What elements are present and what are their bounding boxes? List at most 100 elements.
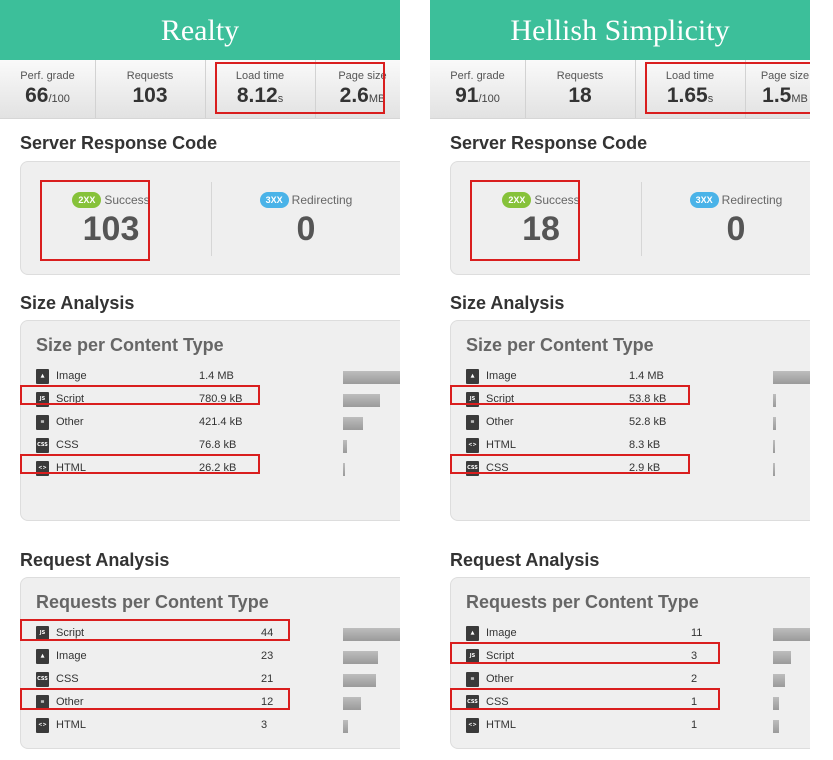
requests-row-html: <> HTML 1 [451,715,810,737]
highlight-box [20,385,260,405]
stats-bar: Perf. grade 91/100 Requests 18 Load time 1.65… [430,60,810,119]
size-row-html: <> HTML 26.2 kB [21,458,400,480]
row-bar [343,417,363,430]
image-file-icon: ▲ [36,649,49,664]
highlight-box [450,385,690,405]
stat-unit: MB [791,93,808,105]
html-file-icon: <> [466,718,479,733]
requests-row-script: JS Script 3 [451,646,810,668]
response-code-badge: 2XX [72,192,102,208]
stat-perf-grade: Perf. grade 91/100 [430,60,526,118]
stat-number: 1.65 [666,84,708,107]
response-code-header: 3XX Redirecting [216,192,396,208]
response-code-count: 0 [296,210,316,248]
stat-page-size: Page size 2.6MB [315,60,400,118]
highlight-box [645,62,810,114]
stat-unit: /100 [48,93,70,105]
size-analysis-title: Size Analysis [450,293,565,313]
row-label: Image [56,650,87,662]
response-code-3xx: 3XX Redirecting 0 [216,162,396,272]
stat-number: 103 [132,84,168,107]
stat-value: 1.65s [635,84,745,108]
row-value: 1 [691,719,698,731]
row-bar [773,463,775,476]
html-file-icon: <> [36,718,49,733]
row-bar [773,417,776,430]
row-value: 2 [691,673,698,685]
row-bar [343,463,345,476]
css-file-icon: CSS [36,672,49,687]
stat-unit: s [707,93,714,105]
image-file-icon: ▲ [36,369,49,384]
stat-label: Perf. grade [450,70,505,82]
panel-divider [641,182,642,256]
highlight-box [40,180,150,261]
size-row-other: ≡ Other 52.8 kB [451,412,810,434]
stat-label: Page size [760,70,810,82]
stat-load-time: Load time 8.12s [205,60,316,118]
highlight-box [450,642,720,664]
row-bar [343,674,376,687]
row-label: CSS [56,673,79,685]
size-row-css: CSS CSS 76.8 kB [21,435,400,457]
requests-row-other: ≡ Other 12 [21,692,400,714]
response-code-label: Success [534,193,580,207]
size-row-image: ▲ Image 1.4 MB [21,366,400,388]
row-value: 23 [261,650,274,662]
size-row-image: ▲ Image 1.4 MB [451,366,810,388]
requests-row-image: ▲ Image 23 [21,646,400,668]
response-code-badge: 3XX [689,192,719,208]
row-bar [773,697,779,710]
text-file-icon: ≡ [466,672,479,687]
stat-number: 1.5 [762,84,792,107]
row-value: 53.8 kB [629,393,667,405]
response-code-count: 0 [726,210,746,248]
stat-value: 18 [525,84,635,108]
size-panel-title: Size per Content Type [36,335,224,355]
stat-label: Page size [338,70,387,82]
row-value: 52.8 kB [629,416,667,428]
row-bar [343,394,380,407]
stat-value: 8.12s [205,84,315,108]
row-label: Script [486,393,515,405]
size-row-css: CSS CSS 2.9 kB [451,458,810,480]
requests-row-script: JS Script 44 [21,623,400,645]
row-value: 12 [261,696,274,708]
size-row-other: ≡ Other 421.4 kB [21,412,400,434]
row-value: 2.9 kB [629,462,661,474]
row-value: 11 [691,627,703,639]
requests-row-css: CSS CSS 21 [21,669,400,691]
response-code-badge: 2XX [502,192,532,208]
requests-row-css: CSS CSS 1 [451,692,810,714]
row-label: CSS [486,462,509,474]
requests-analysis-title: Request Analysis [450,550,600,570]
js-file-icon: JS [466,649,479,664]
row-label: Script [56,627,85,639]
requests-row-other: ≡ Other 2 [451,669,810,691]
row-bar [343,628,400,641]
text-file-icon: ≡ [466,415,479,430]
row-label: Image [486,370,517,382]
stat-number: 2.6 [339,84,369,107]
row-value: 44 [261,627,274,639]
row-label: HTML [486,719,516,731]
stats-bar: Perf. grade 66/100 Requests 103 Load time 8.1… [0,60,400,119]
stat-load-time: Load time 1.65s [635,60,746,118]
row-bar [343,697,361,710]
row-label: HTML [56,462,86,474]
row-label: Script [486,650,515,662]
stat-number: 91 [455,84,479,107]
row-label: Other [56,416,84,428]
stat-requests: Requests 18 [525,60,636,118]
requests-panel-title: Requests per Content Type [466,592,699,612]
row-bar [773,628,810,641]
highlight-box [20,688,290,710]
stat-label: Requests [126,70,174,82]
site-title: Hellish Simplicity [430,0,810,60]
row-bar [773,651,791,664]
row-value: 26.2 kB [199,462,237,474]
stat-page-size: Page size 1.5MB [745,60,810,118]
highlight-box [450,454,690,474]
text-file-icon: ≡ [36,695,49,710]
stat-unit: /100 [478,93,500,105]
